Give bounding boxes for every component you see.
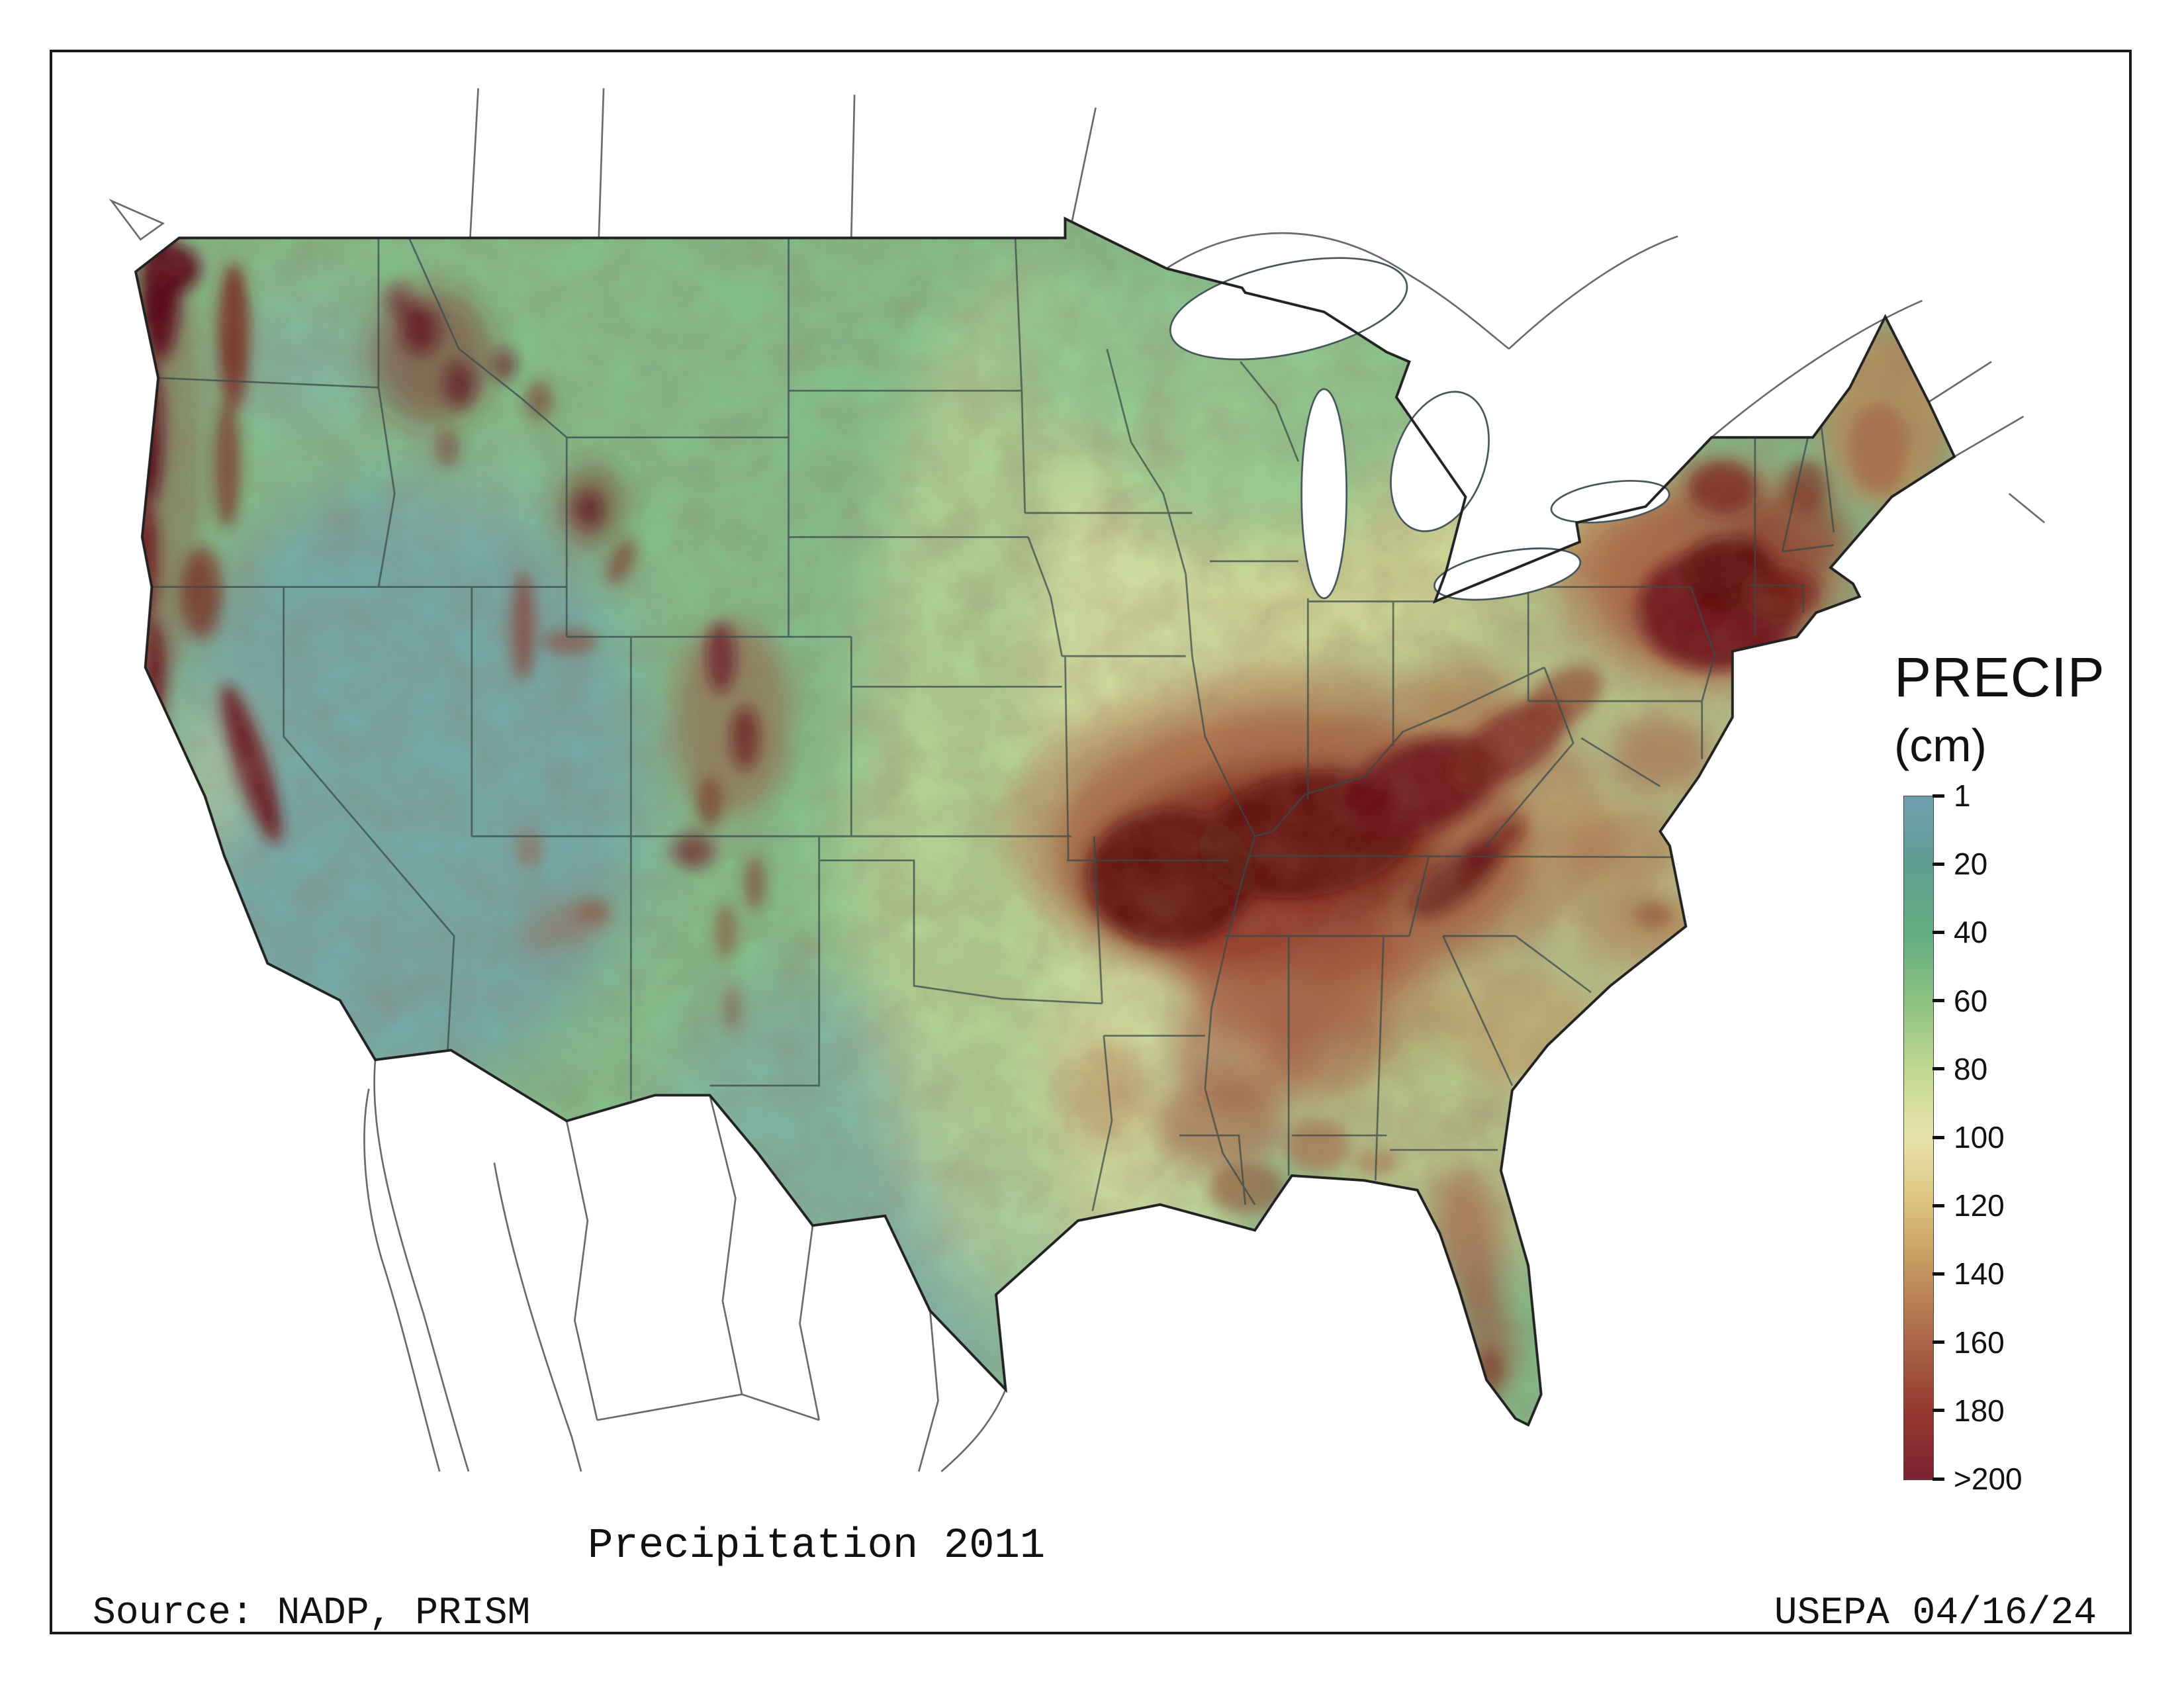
credit-text: USEPA 04/16/24 [1774,1592,2097,1635]
legend-tick-label: 20 [1954,847,1988,882]
precipitation-raster [136,218,1955,1425]
legend-tick: 180 [1933,1393,2005,1429]
legend-tick: 60 [1933,983,1987,1019]
legend-colorbar-body: 1 20 40 60 80 100 120 140 160 180 >200 [1894,778,2172,1496]
plot-frame [50,50,2132,1634]
state-borders [152,237,1835,1211]
legend-tick-mark [1933,1067,1944,1071]
map-caption: Precipitation 2011 [588,1523,1046,1570]
legend-tick: 120 [1933,1188,2005,1223]
legend-tick-mark [1933,862,1944,866]
legend-tick: >200 [1933,1461,2023,1497]
legend-tick-label: 120 [1954,1188,2005,1223]
legend-tick-label: 100 [1954,1120,2005,1154]
legend-tick-mark [1933,1409,1944,1413]
canada-border-lines [109,88,2045,524]
legend-tick: 40 [1933,914,1987,950]
legend-tick: 20 [1933,846,1987,882]
legend-tick-mark [1933,1477,1944,1481]
legend-tick-label: 140 [1954,1256,2005,1291]
legend-title: PRECIP [1894,646,2105,708]
legend-ticks: 1 20 40 60 80 100 120 140 160 180 >200 [1933,778,2131,1496]
us-precipitation-map [109,88,2045,1473]
legend-tick-mark [1933,1203,1944,1207]
legend-tick-mark [1933,1272,1944,1276]
legend-tick: 100 [1933,1119,2005,1155]
lake-michigan [1300,388,1347,600]
legend-colorbar [1903,796,1934,1480]
legend-tick-mark [1933,1340,1944,1344]
legend-tick: 1 [1933,778,1971,814]
legend: PRECIP (cm) 1 20 40 60 80 100 120 140 16… [1894,645,2172,1496]
legend-tick-label: 180 [1954,1393,2005,1428]
legend-tick-label: 60 [1954,983,1988,1018]
source-text: Source: NADP, PRISM [93,1592,531,1635]
legend-tick-mark [1933,999,1944,1003]
legend-tick-mark [1933,930,1944,934]
legend-tick: 160 [1933,1325,2005,1360]
legend-units: (cm) [1894,720,1987,771]
legend-tick-mark [1933,794,1944,798]
legend-tick-mark [1933,1135,1944,1139]
legend-tick-label: 160 [1954,1325,2005,1360]
legend-tick-label: 40 [1954,915,1988,950]
legend-tick-label: 80 [1954,1051,1988,1086]
mexico-border-lines [363,1059,1007,1473]
legend-tick-label: 1 [1954,778,1971,813]
lake-ontario [1550,480,1670,524]
legend-tick-label: >200 [1954,1462,2023,1496]
legend-tick: 140 [1933,1256,2005,1291]
legend-tick: 80 [1933,1051,1987,1087]
